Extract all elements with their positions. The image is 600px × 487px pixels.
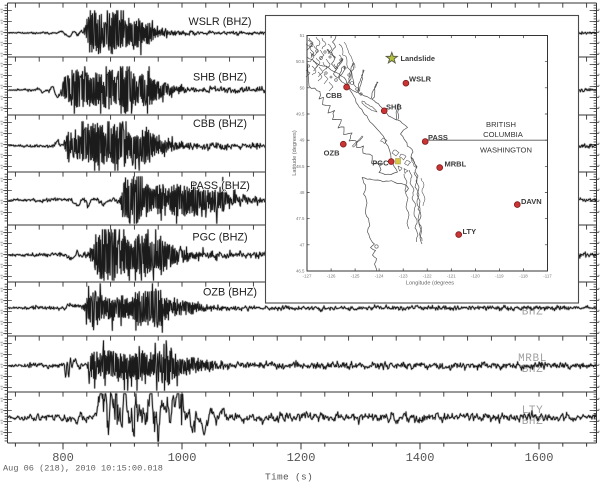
svg-text:WASHINGTON: WASHINGTON xyxy=(480,146,532,155)
svg-text:46.5: 46.5 xyxy=(296,269,305,274)
svg-text:SHB: SHB xyxy=(386,103,402,112)
svg-text:OZB: OZB xyxy=(324,149,340,158)
svg-text:BHZ: BHZ xyxy=(522,307,544,319)
svg-text:-124: -124 xyxy=(375,274,384,279)
svg-text:1400: 1400 xyxy=(406,451,435,465)
svg-text:PGC: PGC xyxy=(372,159,389,168)
svg-text:-118: -118 xyxy=(519,274,528,279)
svg-text:1000: 1000 xyxy=(168,451,197,465)
svg-text:47: 47 xyxy=(300,242,305,247)
svg-text:1200: 1200 xyxy=(287,451,316,465)
svg-text:OZB (BHZ): OZB (BHZ) xyxy=(203,287,257,299)
svg-text:SHB (BHZ): SHB (BHZ) xyxy=(193,72,247,84)
svg-text:PGC (BHZ): PGC (BHZ) xyxy=(192,232,247,244)
svg-text:-121: -121 xyxy=(447,274,456,279)
svg-text:Longitude (degrees: Longitude (degrees xyxy=(406,281,454,287)
svg-text:49.5: 49.5 xyxy=(296,112,305,117)
svg-text:BHZ: BHZ xyxy=(522,364,544,376)
svg-text:DAVN: DAVN xyxy=(521,197,542,206)
svg-text:-122: -122 xyxy=(423,274,432,279)
svg-text:MRBL: MRBL xyxy=(445,160,467,169)
svg-text:-117: -117 xyxy=(543,274,552,279)
svg-text:PASS (BHZ): PASS (BHZ) xyxy=(190,180,250,192)
svg-text:CBB: CBB xyxy=(326,91,343,100)
svg-text:1600: 1600 xyxy=(525,451,554,465)
svg-text:-119: -119 xyxy=(495,274,504,279)
svg-text:Aug 06 (218), 2010 10:15:00.01: Aug 06 (218), 2010 10:15:00.018 xyxy=(3,464,163,474)
svg-text:CBB (BHZ): CBB (BHZ) xyxy=(193,118,247,130)
svg-text:BRITISH: BRITISH xyxy=(486,120,516,129)
svg-text:48: 48 xyxy=(300,190,305,195)
svg-text:COLUMBIA: COLUMBIA xyxy=(483,130,524,139)
svg-text:51: 51 xyxy=(300,33,305,38)
svg-text:WSLR: WSLR xyxy=(409,75,432,84)
svg-text:-126: -126 xyxy=(327,274,336,279)
svg-text:50.5: 50.5 xyxy=(296,59,305,64)
svg-text:Landslide: Landslide xyxy=(401,54,436,63)
svg-text:48.5: 48.5 xyxy=(296,164,305,169)
svg-text:-125: -125 xyxy=(351,274,360,279)
svg-text:PASS: PASS xyxy=(428,133,448,142)
svg-text:49: 49 xyxy=(300,138,305,143)
svg-text:Time (s): Time (s) xyxy=(265,472,313,483)
svg-text:50: 50 xyxy=(300,85,305,90)
svg-text:Latitude (degrees): Latitude (degrees) xyxy=(292,130,298,176)
svg-text:47.5: 47.5 xyxy=(296,216,305,221)
svg-text:-123: -123 xyxy=(399,274,408,279)
svg-text:-120: -120 xyxy=(471,274,480,279)
svg-text:-127: -127 xyxy=(303,274,312,279)
svg-text:800: 800 xyxy=(52,451,74,465)
svg-text:WSLR (BHZ): WSLR (BHZ) xyxy=(189,16,252,28)
svg-text:LTY: LTY xyxy=(463,227,477,236)
